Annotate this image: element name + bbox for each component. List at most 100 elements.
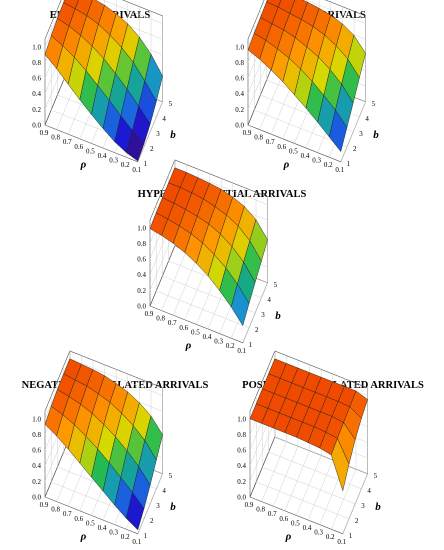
b-tick-label: 3: [361, 502, 365, 510]
rho-floor-gridline: [307, 459, 334, 521]
rho-tick-label: 0.1: [237, 347, 246, 355]
rho-tick-label: 0.2: [121, 533, 130, 541]
b-axis-label: b: [373, 129, 379, 141]
rho-floor-gridline: [172, 255, 199, 316]
rho-tick-label: 0.3: [109, 529, 118, 537]
z-tick-label: 0.8: [32, 431, 41, 439]
rho-tick-label: 0.6: [179, 324, 188, 332]
z-tick-label: 0.2: [32, 106, 41, 114]
rho-tick-label: 0.9: [40, 129, 49, 137]
rho-axis-label: ρ: [80, 530, 87, 542]
rho-axis-label: ρ: [80, 158, 87, 170]
b-tick-label: 1: [349, 532, 353, 540]
rho-floor-gridline: [296, 455, 322, 516]
z-tick-label: 0.6: [137, 256, 146, 264]
rho-tick-label: 0.1: [337, 538, 346, 546]
z-tick-label: 0.0: [235, 122, 244, 130]
b-tick-label: 5: [169, 472, 173, 480]
rho-tick-label: 0.2: [324, 161, 333, 169]
b-tick-label: 4: [367, 487, 371, 495]
rho-tick-label: 0.8: [156, 315, 165, 323]
b-tick-label: 1: [249, 341, 253, 349]
b-tick-label: 5: [169, 100, 173, 108]
b-axis-label: b: [375, 501, 381, 513]
surface-panel-4: NEGATIVE CORRELATED ARRIVALS0.00.20.40.6…: [22, 350, 209, 546]
z-tick-label: 0.6: [235, 75, 244, 83]
surface-mesh: [44, 358, 163, 531]
z-tick-label: 0.2: [32, 478, 41, 486]
z-tick-label: 1.0: [235, 43, 244, 51]
z-tick-label: 1.0: [237, 415, 246, 423]
z-tick-label: 1.0: [32, 415, 41, 423]
b-tick-label: 2: [355, 517, 359, 525]
b-tick-label: 3: [359, 130, 363, 138]
surface-panel-1: ERLANG ARRIVALS0.00.20.40.60.81.00.90.80…: [32, 0, 176, 174]
surface-mesh: [249, 358, 368, 492]
rho-tick-label: 0.4: [303, 524, 312, 532]
rho-tick-label: 0.7: [63, 510, 72, 518]
z-tick-label: 0.8: [237, 431, 246, 439]
surface-cell: [230, 283, 250, 327]
rho-floor-gridline: [284, 450, 310, 511]
rho-tick-label: 0.8: [254, 134, 263, 142]
rho-floor-gridline: [342, 473, 368, 534]
surface-cell: [330, 437, 350, 492]
z-tick-label: 0.0: [137, 303, 146, 311]
rho-tick-label: 0.9: [243, 129, 252, 137]
rho-floor-gridline: [259, 69, 285, 130]
rho-floor-gridline: [137, 101, 163, 162]
rho-tick-label: 0.1: [132, 538, 141, 546]
z-tick-label: 0.0: [32, 494, 41, 502]
b-tick-label: 3: [156, 130, 160, 138]
b-axis-label: b: [170, 129, 176, 141]
z-tick-label: 1.0: [32, 43, 41, 51]
rho-tick-label: 0.3: [214, 338, 223, 346]
rho-tick-label: 0.2: [121, 161, 130, 169]
z-gridline: [44, 0, 163, 47]
rho-tick-label: 0.6: [277, 143, 286, 151]
b-tick-label: 4: [162, 115, 166, 123]
z-tick-label: 0.0: [237, 494, 246, 502]
rho-tick-label: 0.6: [74, 515, 83, 523]
rho-tick-label: 0.6: [74, 143, 83, 151]
rho-tick-label: 0.6: [279, 515, 288, 523]
rho-floor-gridline: [161, 250, 187, 311]
z-tick-label: 0.4: [32, 90, 41, 98]
rho-tick-label: 0.7: [266, 138, 275, 146]
left-wall: [44, 0, 71, 126]
surface-mesh: [149, 167, 268, 327]
rho-tick-label: 0.4: [98, 152, 107, 160]
z-tick-label: 0.8: [137, 240, 146, 248]
z-tick-label: 0.0: [32, 122, 41, 130]
z-tick-label: 0.2: [137, 287, 146, 295]
surface-mesh: [247, 0, 366, 153]
rho-floor-gridline: [272, 446, 299, 507]
surface-cell: [328, 109, 348, 153]
z-tick-label: 0.6: [32, 75, 41, 83]
b-tick-label: 4: [162, 487, 166, 495]
rho-floor-gridline: [137, 473, 163, 534]
rho-tick-label: 0.8: [51, 506, 60, 514]
z-tick-label: 0.4: [235, 90, 244, 98]
left-wall: [247, 0, 274, 126]
rho-tick-label: 0.7: [63, 138, 72, 146]
b-tick-label: 2: [255, 326, 259, 334]
b-tick-label: 2: [150, 517, 154, 525]
surface-panel-2: POISSON ARRIVALS0.00.20.40.60.81.00.90.8…: [235, 0, 379, 174]
z-tick-label: 0.8: [235, 59, 244, 67]
surface-mesh: [44, 0, 163, 162]
b-tick-label: 5: [372, 100, 376, 108]
b-tick-label: 1: [144, 160, 148, 168]
rho-tick-label: 0.3: [314, 529, 323, 537]
b-tick-label: 4: [365, 115, 369, 123]
z-tick-label: 0.6: [32, 447, 41, 455]
rho-tick-label: 0.2: [226, 342, 235, 350]
rho-tick-label: 0.9: [245, 501, 254, 509]
rho-floor-gridline: [242, 282, 268, 343]
b-axis-label: b: [170, 501, 176, 513]
rho-tick-label: 0.4: [301, 152, 310, 160]
rho-floor-gridline: [261, 441, 287, 502]
b-tick-label: 5: [274, 281, 278, 289]
rho-tick-label: 0.5: [191, 328, 200, 336]
z-gridline: [247, 0, 366, 47]
